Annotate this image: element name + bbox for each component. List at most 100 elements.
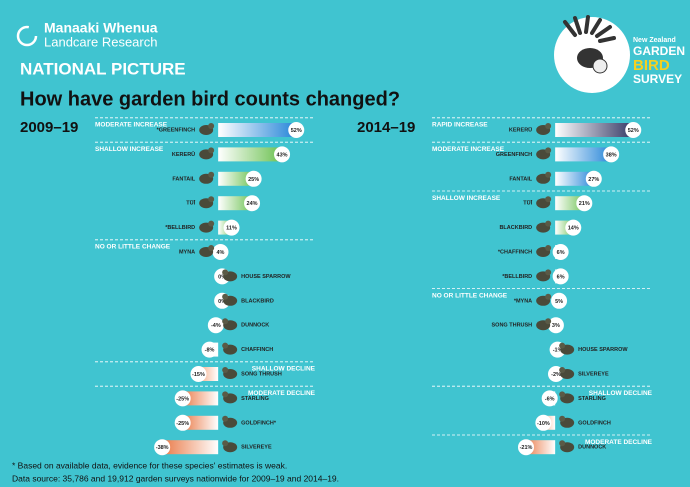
bird-icon-head xyxy=(208,171,215,178)
bird-name: SILVEREYE xyxy=(578,371,609,377)
bird-icon-head xyxy=(208,147,215,154)
bird-name: *BELLBIRD xyxy=(502,274,532,280)
value-label: 11% xyxy=(226,226,237,232)
value-badge xyxy=(552,268,569,285)
value-badge xyxy=(551,292,568,309)
group-label: SHALLOW INCREASE xyxy=(95,146,164,153)
bird-icon-head xyxy=(545,245,552,251)
bird-icon-head xyxy=(559,391,566,398)
chart-title: 2014–19 xyxy=(357,119,415,136)
footnote: Data source: 35,786 and 19,912 garden su… xyxy=(12,473,339,483)
bird-name: MYNA xyxy=(179,249,195,255)
bird-icon-head xyxy=(559,440,566,447)
logo-text: BIRD xyxy=(633,57,670,74)
group-label: MODERATE DECLINE xyxy=(248,390,316,397)
chart-title: 2009–19 xyxy=(20,119,78,136)
value-badge xyxy=(174,390,191,407)
bird-name: SONG THRUSH xyxy=(241,371,282,377)
group-label: NO OR LITTLE CHANGE xyxy=(432,293,508,300)
bird-name: HOUSE SPARROW xyxy=(578,347,628,353)
bar xyxy=(158,440,219,455)
value-label: 25% xyxy=(248,177,259,183)
value-badge xyxy=(547,317,564,334)
value-badge xyxy=(190,366,207,382)
bird-icon-head xyxy=(208,245,215,251)
group-label: MODERATE DECLINE xyxy=(585,439,653,446)
bird-icon-head xyxy=(208,220,215,227)
bird-icon-head xyxy=(222,367,229,373)
value-badge xyxy=(212,244,229,260)
value-badge xyxy=(603,146,620,163)
bird-name: FANTAIL xyxy=(509,176,532,182)
value-label: 6% xyxy=(557,250,565,256)
bird-icon-head xyxy=(222,269,229,276)
value-label: -8% xyxy=(205,348,215,354)
bird-name: STARLING xyxy=(241,396,269,402)
value-badge xyxy=(207,317,224,334)
bird-icon-head xyxy=(545,293,552,300)
value-badge xyxy=(625,122,642,138)
org-name: Manaaki Whenua xyxy=(44,20,158,36)
value-badge xyxy=(174,414,191,431)
bird-name: *CHAFFINCH xyxy=(498,249,532,255)
value-label: 3% xyxy=(552,323,560,329)
bird-name: *MYNA xyxy=(514,298,532,304)
bird-icon-head xyxy=(545,123,552,129)
group-label: SHALLOW INCREASE xyxy=(432,195,501,202)
value-label: -2% xyxy=(551,372,561,378)
bird-name: SONG THRUSH xyxy=(492,323,533,329)
bird-name: TŪĪ xyxy=(186,200,195,207)
bird-name: SILVEREYE xyxy=(241,445,272,451)
bar xyxy=(218,147,287,162)
bird-icon-head xyxy=(222,440,229,447)
value-badge xyxy=(288,122,305,138)
bird-icon-head xyxy=(559,367,566,373)
bar xyxy=(218,123,301,137)
value-badge xyxy=(245,170,262,187)
bird-icon-head xyxy=(545,318,552,325)
value-label: 0% xyxy=(218,299,226,305)
bird-name: *BELLBIRD xyxy=(165,225,195,231)
value-label: -10% xyxy=(537,421,550,427)
value-label: -21% xyxy=(520,445,533,451)
value-label: -4% xyxy=(211,323,221,329)
bird-icon-head xyxy=(208,196,215,203)
value-badge xyxy=(576,195,593,212)
bird-icon-head xyxy=(545,269,552,276)
value-label: 14% xyxy=(568,226,579,232)
bird-name: *GREENFINCH xyxy=(157,127,196,133)
value-badge xyxy=(274,146,291,163)
group-label: RAPID INCREASE xyxy=(432,122,488,129)
section-title: NATIONAL PICTURE xyxy=(20,59,186,78)
bird-name: KERERŪ xyxy=(509,126,532,133)
bird-name: FANTAIL xyxy=(172,176,195,182)
footnote: * Based on available data, evidence for … xyxy=(12,460,287,470)
group-label: MODERATE INCREASE xyxy=(432,146,505,153)
bird-icon-head xyxy=(208,123,215,129)
bird-name: DUNNOCK xyxy=(241,323,269,329)
bird-name: KERERŪ xyxy=(172,151,195,158)
bird-icon-head xyxy=(559,415,566,422)
group-label: SHALLOW DECLINE xyxy=(252,366,316,373)
bird-icon-head xyxy=(545,147,552,154)
bird-icon-head xyxy=(222,293,229,300)
bird-name: BLACKBIRD xyxy=(241,298,274,304)
bird-name: CHAFFINCH xyxy=(241,347,273,353)
value-label: 4% xyxy=(216,250,224,256)
value-label: -38% xyxy=(156,445,169,451)
bird-icon-head xyxy=(222,342,229,349)
value-badge xyxy=(541,390,558,407)
bird-icon-head xyxy=(545,196,552,203)
value-label: 38% xyxy=(606,152,617,158)
bird-icon-head xyxy=(545,220,552,227)
bar xyxy=(555,147,616,162)
logo-text: New Zealand xyxy=(633,37,676,44)
bird-name: TŪĪ xyxy=(523,200,532,207)
value-badge xyxy=(565,219,582,236)
value-label: 5% xyxy=(555,299,563,305)
bird-name: DUNNOCK xyxy=(578,445,606,451)
value-label: 27% xyxy=(588,177,599,183)
main-title: How have garden bird counts changed? xyxy=(20,88,400,110)
bird-icon-head xyxy=(559,342,566,349)
